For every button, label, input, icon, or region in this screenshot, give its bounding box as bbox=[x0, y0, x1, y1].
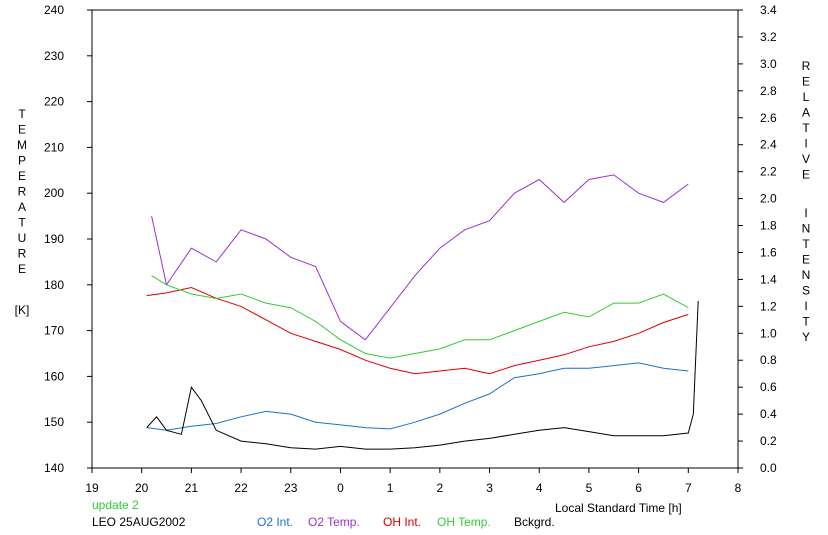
left-tick-label: 200 bbox=[44, 186, 64, 200]
left-tick-label: 150 bbox=[44, 415, 64, 429]
x-tick-label: 23 bbox=[284, 481, 298, 495]
left-axis-title-letter: E bbox=[18, 169, 26, 183]
right-axis-title-letter: V bbox=[802, 152, 810, 166]
right-tick-label: 1.8 bbox=[760, 219, 777, 233]
x-tick-label: 5 bbox=[586, 481, 593, 495]
left-axis-title-letter: E bbox=[18, 123, 26, 137]
right-axis-title-letter: E bbox=[802, 75, 810, 89]
right-axis-title-letter: Y bbox=[802, 330, 810, 344]
series-line-o2-int bbox=[146, 362, 689, 431]
legend-oh-int: OH Int. bbox=[383, 515, 421, 529]
x-tick-label: 3 bbox=[486, 481, 493, 495]
left-axis-title-letter: M bbox=[17, 138, 27, 152]
x-axis-label: Local Standard Time [h] bbox=[555, 501, 682, 515]
left-axis-title-letter: R bbox=[18, 185, 27, 199]
x-tick-label: 7 bbox=[685, 481, 692, 495]
right-tick-label: 1.4 bbox=[760, 272, 777, 286]
left-tick-label: 180 bbox=[44, 278, 64, 292]
right-axis-title-letter: I bbox=[804, 206, 807, 220]
plot-frame bbox=[91, 9, 739, 469]
right-axis: 0.0 0.2 0.4 0.6 0.8 1.0 1.2 1.4 1.6 1.8 2.0 2.2 2.4 2… bbox=[738, 3, 777, 475]
right-tick-label: 0.6 bbox=[760, 380, 777, 394]
left-tick-label: 190 bbox=[44, 232, 64, 246]
x-tick-label: 1 bbox=[387, 481, 394, 495]
right-axis-title-letter: L bbox=[803, 90, 810, 104]
left-tick-label: 140 bbox=[44, 461, 64, 475]
legend-bckgrd: Bckgrd. bbox=[514, 515, 555, 529]
legend-oh-temp: OH Temp. bbox=[437, 515, 491, 529]
left-axis: 140 150 160 170 180 190 200 210 220 230 240 bbox=[44, 3, 92, 475]
right-tick-label: 2.4 bbox=[760, 138, 777, 152]
right-tick-label: 3.2 bbox=[760, 30, 777, 44]
right-tick-label: 3.0 bbox=[760, 57, 777, 71]
x-tick-label: 4 bbox=[536, 481, 543, 495]
right-axis-title-letter: N bbox=[802, 222, 811, 236]
legend: O2 Int. O2 Temp. OH Int. OH Temp. Bckgrd… bbox=[257, 515, 555, 529]
left-axis-title-letter: P bbox=[18, 154, 26, 168]
right-tick-label: 0.8 bbox=[760, 353, 777, 367]
x-tick-label: 21 bbox=[185, 481, 199, 495]
right-axis-title-letter: I bbox=[804, 299, 807, 313]
right-tick-label: 1.2 bbox=[760, 299, 777, 313]
legend-o2-temp: O2 Temp. bbox=[308, 515, 360, 529]
x-tick-label: 8 bbox=[735, 481, 742, 495]
series-group bbox=[146, 174, 699, 450]
x-tick-label: 2 bbox=[437, 481, 444, 495]
x-tick-label: 19 bbox=[85, 481, 99, 495]
left-axis-title-letter: A bbox=[18, 200, 26, 214]
legend-o2-int: O2 Int. bbox=[257, 515, 293, 529]
series-line-oh-int bbox=[146, 286, 689, 375]
right-tick-label: 1.0 bbox=[760, 326, 777, 340]
right-axis-title-letter: T bbox=[802, 121, 810, 135]
right-axis-title-letter: E bbox=[802, 253, 810, 267]
left-tick-label: 210 bbox=[44, 140, 64, 154]
right-axis-title-letter: A bbox=[802, 106, 810, 120]
left-axis-unit: [K] bbox=[15, 303, 30, 317]
series-line-oh-temp bbox=[151, 275, 689, 359]
plot-area bbox=[91, 9, 739, 469]
series-line-o2-temp bbox=[151, 174, 689, 341]
right-axis-title-letter: N bbox=[802, 268, 811, 282]
left-axis-title-letter: R bbox=[18, 247, 27, 261]
update-label: update 2 bbox=[92, 498, 139, 512]
right-tick-label: 3.4 bbox=[760, 3, 777, 17]
x-tick-label: 22 bbox=[234, 481, 248, 495]
right-tick-label: 0.2 bbox=[760, 434, 777, 448]
x-axis: 19 20 21 22 23 0 1 2 3 4 5 6 7 8 bbox=[85, 468, 742, 495]
right-axis-title-letter: S bbox=[802, 284, 810, 298]
x-tick-label: 0 bbox=[337, 481, 344, 495]
x-tick-label: 6 bbox=[635, 481, 642, 495]
left-tick-label: 220 bbox=[44, 95, 64, 109]
left-axis-title-letter: T bbox=[18, 216, 26, 230]
right-tick-label: 2.8 bbox=[760, 84, 777, 98]
right-axis-title-letter: R bbox=[802, 59, 811, 73]
right-axis-title-letter: T bbox=[802, 315, 810, 329]
right-tick-label: 1.6 bbox=[760, 245, 777, 259]
left-tick-label: 230 bbox=[44, 49, 64, 63]
right-tick-label: 2.2 bbox=[760, 165, 777, 179]
right-tick-label: 0.0 bbox=[760, 461, 777, 475]
series-line-bckgrd bbox=[146, 300, 699, 450]
right-tick-label: 2.0 bbox=[760, 192, 777, 206]
left-tick-label: 170 bbox=[44, 324, 64, 338]
left-axis-title-letter: T bbox=[18, 107, 26, 121]
left-tick-label: 160 bbox=[44, 369, 64, 383]
right-axis-title-letter: T bbox=[802, 237, 810, 251]
right-axis-title-letter: I bbox=[804, 137, 807, 151]
left-axis-title-letter: E bbox=[18, 262, 26, 276]
left-axis-title-letter: U bbox=[18, 231, 27, 245]
right-tick-label: 0.4 bbox=[760, 407, 777, 421]
x-tick-label: 20 bbox=[135, 481, 149, 495]
right-axis-title-letter: E bbox=[802, 168, 810, 182]
right-tick-label: 2.6 bbox=[760, 111, 777, 125]
left-tick-label: 240 bbox=[44, 3, 64, 17]
site-date-label: LEO 25AUG2002 bbox=[92, 515, 186, 529]
